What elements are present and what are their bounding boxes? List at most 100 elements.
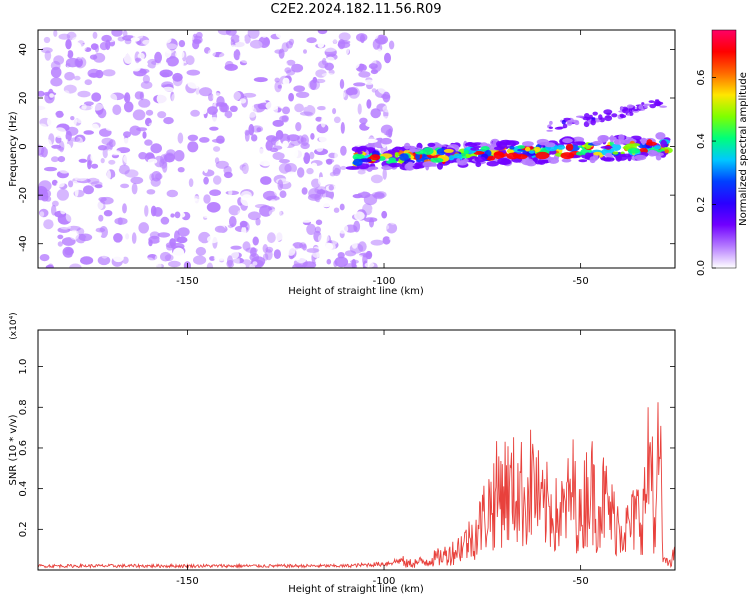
spectrogram-cell	[649, 104, 656, 109]
spectrogram-cell	[340, 184, 345, 195]
spectrogram-cell	[153, 86, 165, 94]
spectrogram-cell	[310, 133, 315, 140]
spectrogram-cell	[43, 219, 54, 230]
spectrogram-cell	[38, 105, 47, 117]
spectrogram-cell	[103, 221, 116, 227]
spectrogram-cell	[382, 91, 391, 103]
spectrogram-cell	[123, 94, 129, 101]
spectrogram-cell	[365, 121, 377, 128]
spectrogram-cell	[192, 174, 200, 180]
spectrogram-cell	[130, 37, 140, 42]
spectrogram-cell	[97, 145, 108, 151]
spectrogram-cell	[238, 35, 245, 43]
spectrogram-cell	[348, 94, 361, 106]
spectrogram-cell	[475, 161, 482, 168]
spectrogram-cell	[315, 143, 324, 152]
spectrogram-cell	[203, 176, 209, 185]
x-tick-label: -50	[572, 276, 588, 287]
spectrogram-cell	[97, 79, 107, 85]
spectrogram-cell	[96, 245, 106, 250]
spectrogram-cell	[375, 132, 385, 137]
spectrogram-cell	[421, 181, 428, 188]
spectrogram-cell	[633, 108, 639, 112]
spectrogram-cell	[272, 145, 283, 150]
spectrogram-cell	[42, 189, 52, 198]
spectrogram-cell	[154, 255, 159, 267]
spectrogram-cell	[263, 37, 270, 46]
spectrogram-cell	[105, 39, 111, 51]
spectrogram-cell	[370, 174, 383, 184]
spectrogram-cell	[255, 65, 269, 71]
spectrogram-cell	[168, 204, 174, 211]
spectrogram-cell	[255, 148, 266, 156]
spectrogram-cell	[347, 143, 353, 148]
spectrogram-cell	[362, 203, 373, 216]
spectrogram-cell	[620, 114, 627, 119]
spectrogram-cell	[382, 168, 387, 180]
spectrogram-cell	[240, 107, 246, 116]
spectrogram-cell	[521, 158, 535, 166]
spectrogram-cell	[405, 193, 409, 199]
spectrogram-cell	[60, 224, 71, 230]
spectrogram-cell	[106, 141, 114, 151]
spectrogram-cell	[246, 139, 258, 151]
spectrogram-cell	[71, 36, 86, 45]
spectrogram-cell	[221, 201, 230, 214]
spectrogram-cell	[157, 111, 167, 119]
spectrogram-cell	[90, 123, 100, 132]
spectrogram-cell	[252, 170, 258, 176]
spectrogram-cell	[279, 190, 287, 198]
spectrogram-cell	[641, 102, 645, 105]
spectrogram-cell	[410, 67, 416, 71]
spectrogram-cell	[123, 153, 137, 164]
spectrogram-cell	[261, 115, 267, 124]
spectrogram-cell	[437, 83, 442, 90]
spectrogram-cell	[127, 248, 133, 254]
spectrogram-cell	[60, 208, 66, 215]
spectrogram-cell	[43, 36, 51, 44]
spectrogram-cell	[39, 254, 50, 262]
spectrogram-cell	[368, 63, 378, 70]
spectrogram-cell	[64, 48, 69, 57]
spectrogram-cell	[111, 177, 120, 182]
spectrogram-cell	[173, 176, 182, 187]
colorbar-label: Normalized spectral amplitude	[738, 72, 749, 226]
spectrogram-cell	[38, 260, 43, 268]
spectrogram-cell	[131, 202, 143, 210]
spectrogram-cell	[537, 158, 546, 165]
spectrogram-cell	[289, 30, 301, 39]
snr-series-line	[38, 402, 675, 570]
spectrogram-cell	[39, 211, 45, 218]
spectrogram-cell	[216, 135, 225, 144]
spectrogram-cell	[582, 116, 591, 121]
spectrogram-cell	[279, 214, 287, 223]
spectrogram-cell	[399, 153, 409, 161]
spectrogram-cell	[90, 181, 103, 187]
spectrogram-cell	[65, 57, 80, 68]
spectrogram-cell	[320, 116, 326, 128]
spectrogram-cell	[228, 189, 233, 196]
spectrogram-cell	[122, 30, 128, 37]
spectrogram-cell	[166, 169, 180, 177]
spectrogram-cell	[294, 199, 301, 206]
spectrogram-cell	[129, 252, 143, 260]
colorbar-gradient	[711, 29, 737, 269]
spectrogram-cell	[344, 250, 357, 257]
spectrogram-cell	[57, 241, 63, 247]
spectrogram-cell	[641, 137, 646, 146]
snr-x-label: Height of straight line (km)	[288, 584, 424, 595]
spectrogram-cell	[436, 148, 447, 156]
spectrogram-cell	[499, 139, 512, 145]
spectrogram-cell	[317, 176, 323, 185]
spectrogram-cell	[56, 181, 65, 188]
spectrogram-cell	[214, 225, 226, 233]
spectrogram-cell	[163, 117, 174, 125]
spectrogram-cell	[592, 140, 603, 146]
spectrogram-cell	[381, 116, 391, 121]
spectrogram-cell	[130, 176, 144, 185]
spectrogram-cell	[308, 188, 321, 199]
spectrogram-cell	[51, 179, 58, 186]
spectrogram-cell	[192, 39, 200, 50]
spectrogram-cell	[87, 36, 101, 44]
spectrogram-cell	[98, 214, 104, 222]
